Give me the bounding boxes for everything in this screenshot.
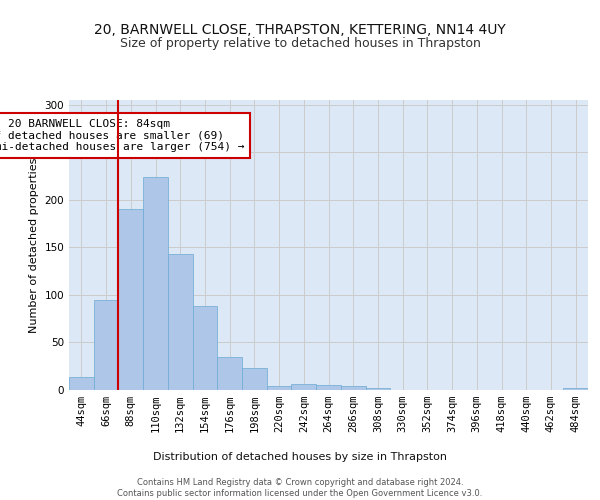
Bar bbox=[365, 388, 390, 390]
Text: Distribution of detached houses by size in Thrapston: Distribution of detached houses by size … bbox=[153, 452, 447, 462]
Text: 20, BARNWELL CLOSE, THRAPSTON, KETTERING, NN14 4UY: 20, BARNWELL CLOSE, THRAPSTON, KETTERING… bbox=[94, 22, 506, 36]
Bar bbox=[193, 306, 217, 390]
Bar bbox=[316, 385, 341, 390]
Bar bbox=[217, 356, 242, 390]
Bar bbox=[563, 388, 588, 390]
Bar bbox=[292, 384, 316, 390]
Y-axis label: Number of detached properties: Number of detached properties bbox=[29, 158, 39, 332]
Bar bbox=[94, 300, 118, 390]
Bar bbox=[267, 386, 292, 390]
Bar bbox=[118, 210, 143, 390]
Text: 20 BARNWELL CLOSE: 84sqm
← 8% of detached houses are smaller (69)
91% of semi-de: 20 BARNWELL CLOSE: 84sqm ← 8% of detache… bbox=[0, 119, 244, 152]
Text: Size of property relative to detached houses in Thrapston: Size of property relative to detached ho… bbox=[119, 38, 481, 51]
Bar bbox=[341, 386, 365, 390]
Bar bbox=[242, 368, 267, 390]
Bar bbox=[69, 376, 94, 390]
Bar bbox=[168, 254, 193, 390]
Bar bbox=[143, 177, 168, 390]
Text: Contains HM Land Registry data © Crown copyright and database right 2024.
Contai: Contains HM Land Registry data © Crown c… bbox=[118, 478, 482, 498]
